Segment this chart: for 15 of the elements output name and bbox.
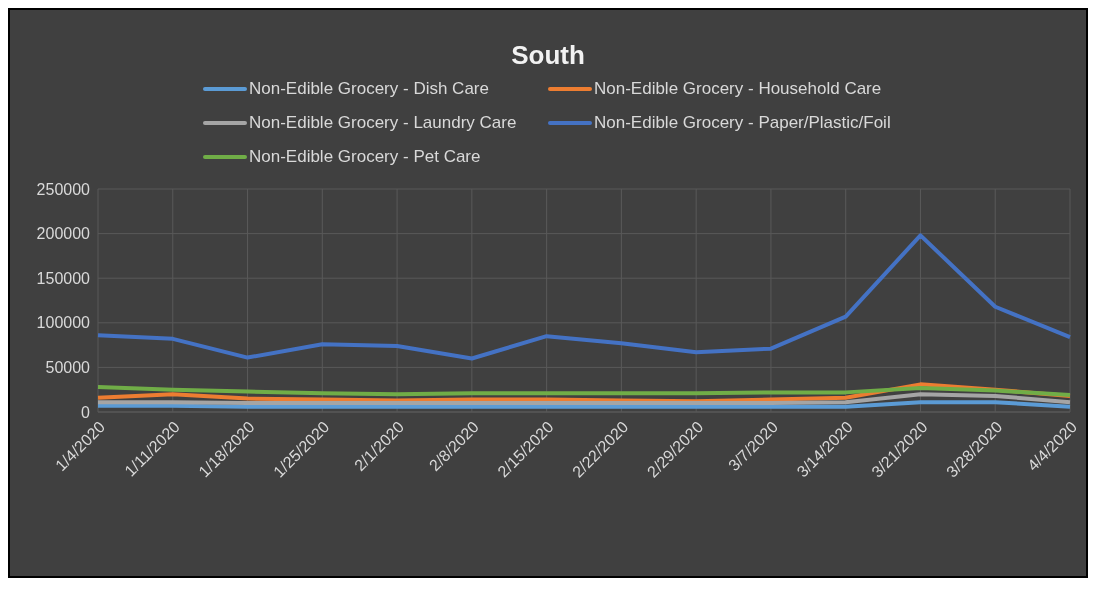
legend-label: Non-Edible Grocery - Dish Care — [249, 79, 489, 99]
legend-label: Non-Edible Grocery - Pet Care — [249, 147, 481, 167]
legend-label: Non-Edible Grocery - Laundry Care — [249, 113, 517, 133]
legend-label: Non-Edible Grocery - Paper/Plastic/Foil — [594, 113, 891, 133]
y-tick-label: 50000 — [45, 359, 91, 377]
line-series — [96, 233, 1072, 361]
y-tick-label: 200000 — [36, 225, 91, 243]
y-tick-label: 150000 — [36, 269, 91, 287]
y-tick-label: 250000 — [36, 180, 91, 198]
line-series — [96, 392, 1072, 406]
legend-label: Non-Edible Grocery - Household Care — [594, 79, 882, 99]
y-tick-label: 0 — [81, 403, 91, 421]
chart-title: South — [510, 39, 586, 71]
y-tick-label: 100000 — [36, 314, 91, 332]
line-series — [96, 385, 1072, 398]
